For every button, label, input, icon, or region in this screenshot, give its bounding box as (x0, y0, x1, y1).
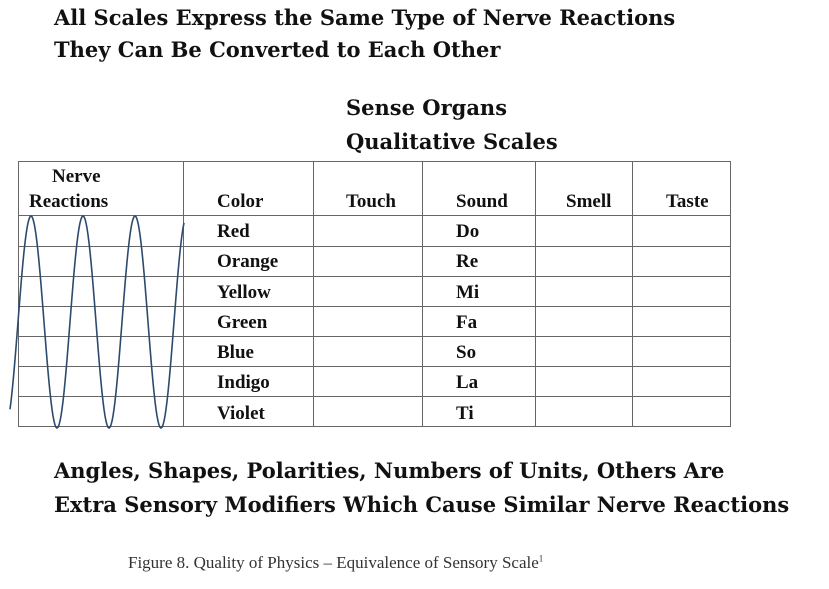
sound-cell: Fa (456, 312, 478, 333)
color-cell: Indigo (217, 372, 270, 393)
sound-cell: Ti (456, 403, 474, 424)
figure-caption: Figure 8. Quality of Physics – Equivalen… (128, 553, 544, 572)
scales-title-line-1: Sense Organs (346, 95, 508, 120)
column-header-color: Color (217, 191, 264, 212)
table-grid-lines (18, 161, 731, 427)
footer-line-1: Angles, Shapes, Polarities, Numbers of U… (54, 458, 725, 483)
heading-line-1: All Scales Express the Same Type of Nerv… (54, 5, 676, 30)
scales-title-line-2: Qualitative Scales (346, 129, 558, 154)
sound-cell: Do (456, 221, 480, 242)
column-header-taste: Taste (666, 191, 709, 212)
column-header-smell: Smell (566, 191, 612, 212)
nerve-header-line-2: Reactions (29, 191, 109, 212)
sound-cell: La (456, 372, 479, 393)
footer-line-2: Extra Sensory Modifiers Which Cause Simi… (54, 492, 790, 517)
nerve-header-line-1: Nerve (52, 166, 101, 187)
column-header-touch: Touch (346, 191, 396, 212)
nerve-reaction-wave (9, 214, 185, 430)
color-cell: Yellow (217, 282, 271, 303)
sound-cell: Mi (456, 282, 480, 303)
sound-cell: So (456, 342, 477, 363)
heading-line-2: They Can Be Converted to Each Other (54, 37, 501, 62)
color-cell: Orange (217, 251, 279, 272)
color-cell: Red (217, 221, 250, 242)
caption-text: Figure 8. Quality of Physics – Equivalen… (128, 553, 539, 572)
color-cell: Green (217, 312, 268, 333)
color-cell: Blue (217, 342, 254, 363)
column-header-sound: Sound (456, 191, 508, 212)
sound-cell: Re (456, 251, 479, 272)
color-cell: Violet (217, 403, 265, 424)
